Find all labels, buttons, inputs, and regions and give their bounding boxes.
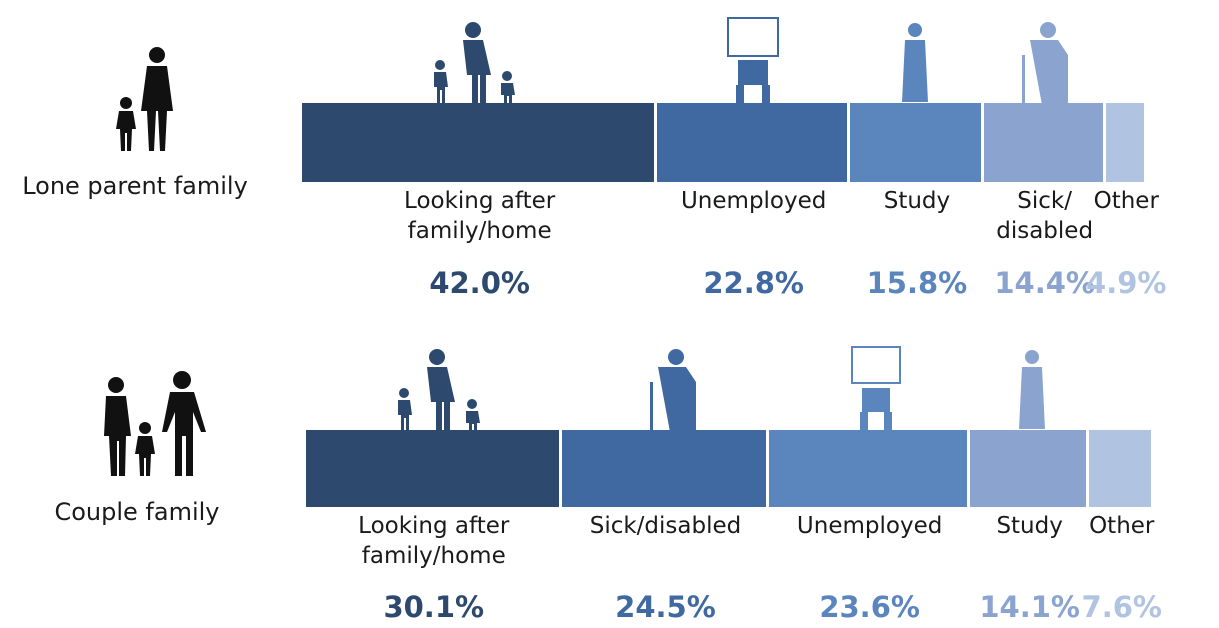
value-label: 4.9% [1086,266,1167,300]
category-label: Sick/disabled [589,513,742,539]
value-label: 23.6% [819,590,920,624]
bar-segment [1089,430,1151,507]
bar-segment [983,103,1103,182]
value-label: 14.4% [994,266,1095,300]
group-label: Couple family [54,498,220,526]
category-label: Unemployed [796,513,943,539]
bar-segment [306,430,559,507]
value-label: 24.5% [615,590,716,624]
bar-segment [969,430,1087,507]
value-label: 30.1% [383,590,485,624]
couple-icon [104,371,206,476]
category-label: Study [883,188,951,214]
bar-segment [1105,103,1144,182]
value-label: 15.8% [866,266,968,300]
bar-segment [850,103,981,182]
category-label: Sick/ disabled [996,188,1094,244]
category-label: Looking after family/home [358,513,510,569]
bar-segment [657,103,848,182]
group-label: Lone parent family [22,172,248,200]
family-icon [398,22,515,436]
value-label: 42.0% [429,266,530,300]
category-label: Other [1089,513,1155,539]
value-label: 7.6% [1081,590,1162,624]
jobs-icon [727,17,901,437]
value-label: 14.1% [979,590,1080,624]
bar-segment [302,103,655,182]
category-label: Unemployed [680,188,827,214]
category-label: Looking after family/home [404,188,556,244]
graduate-icon [902,23,1045,429]
bar-segment [769,430,967,507]
lone-parent-icon [116,47,173,151]
sick-icon [650,22,1068,432]
bar-segment [561,430,767,507]
category-label: Other [1093,188,1159,214]
category-label: Study [996,513,1063,539]
value-label: 22.8% [703,266,804,300]
